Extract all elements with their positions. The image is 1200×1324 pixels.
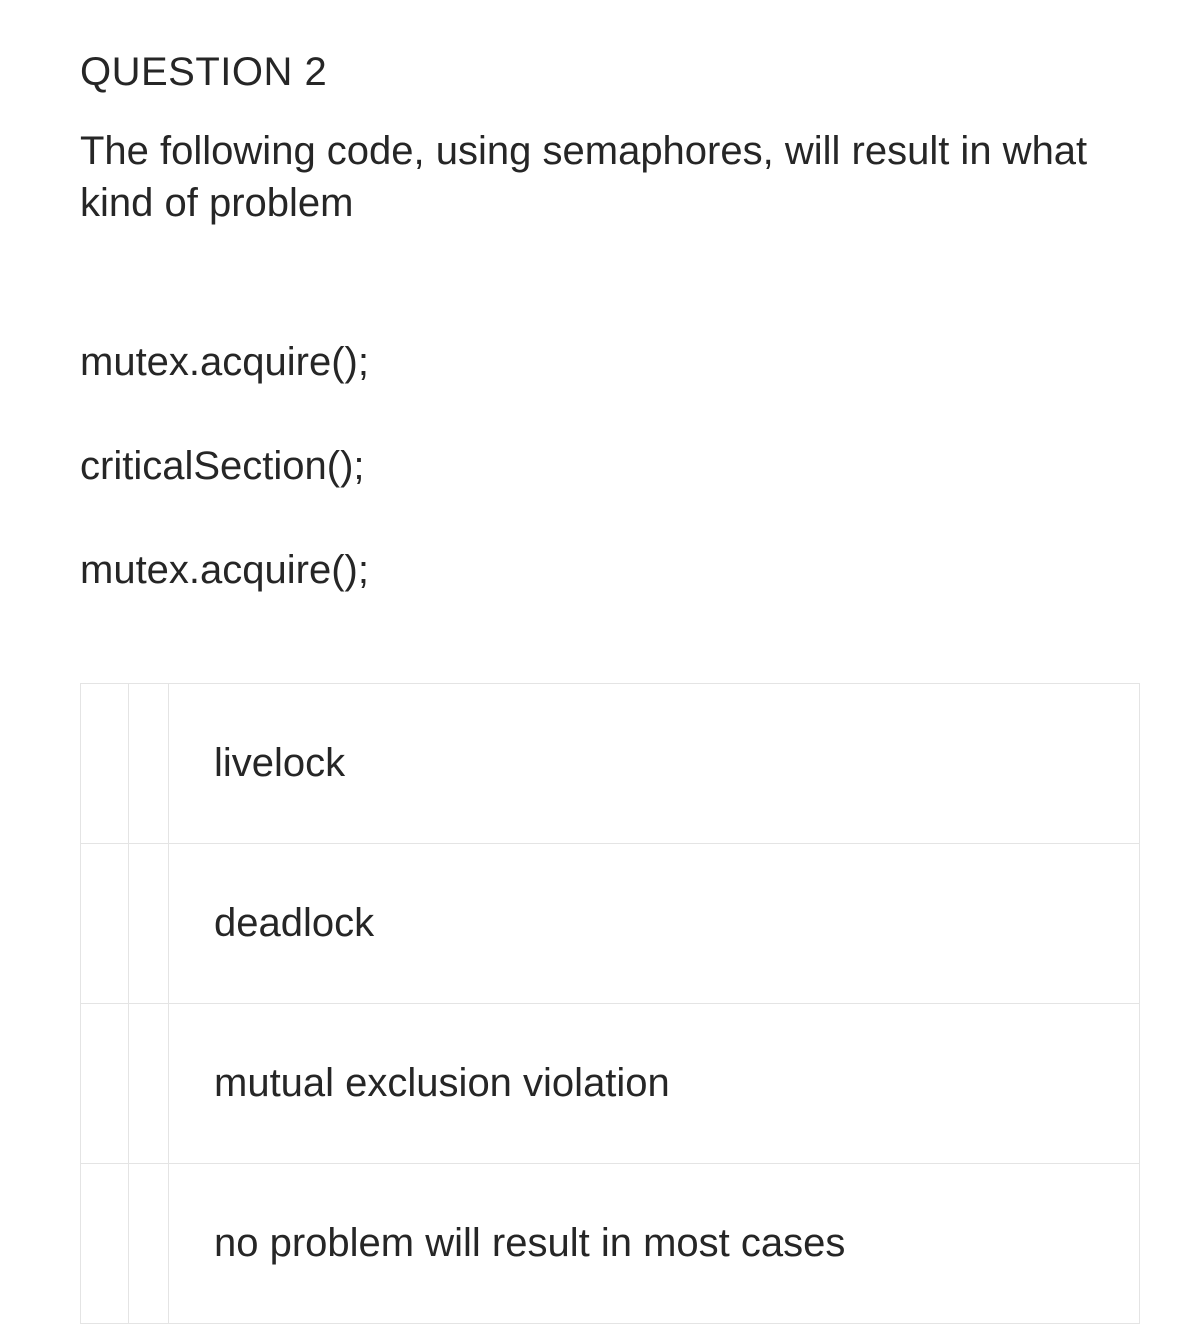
option-selector-cell[interactable] (81, 844, 129, 1004)
option-row[interactable]: mutual exclusion violation (81, 1004, 1140, 1164)
options-table: livelock deadlock mutual exclusion viola… (80, 683, 1140, 1324)
option-label: no problem will result in most cases (169, 1164, 1140, 1324)
option-spacer-cell (129, 844, 169, 1004)
option-row[interactable]: livelock (81, 684, 1140, 844)
option-row[interactable]: no problem will result in most cases (81, 1164, 1140, 1324)
code-line: criticalSection(); (80, 440, 1140, 492)
question-page: QUESTION 2 The following code, using sem… (0, 0, 1200, 1173)
option-row[interactable]: deadlock (81, 844, 1140, 1004)
option-label: deadlock (169, 844, 1140, 1004)
option-spacer-cell (129, 684, 169, 844)
option-selector-cell[interactable] (81, 684, 129, 844)
question-stem: The following code, using semaphores, wi… (80, 125, 1140, 229)
option-spacer-cell (129, 1004, 169, 1164)
option-spacer-cell (129, 1164, 169, 1324)
option-selector-cell[interactable] (81, 1004, 129, 1164)
question-code-block: mutex.acquire(); criticalSection(); mute… (80, 284, 1140, 648)
code-line: mutex.acquire(); (80, 336, 1140, 388)
option-label: livelock (169, 684, 1140, 844)
option-label: mutual exclusion violation (169, 1004, 1140, 1164)
code-line: mutex.acquire(); (80, 544, 1140, 596)
option-selector-cell[interactable] (81, 1164, 129, 1324)
question-heading: QUESTION 2 (80, 50, 1140, 95)
